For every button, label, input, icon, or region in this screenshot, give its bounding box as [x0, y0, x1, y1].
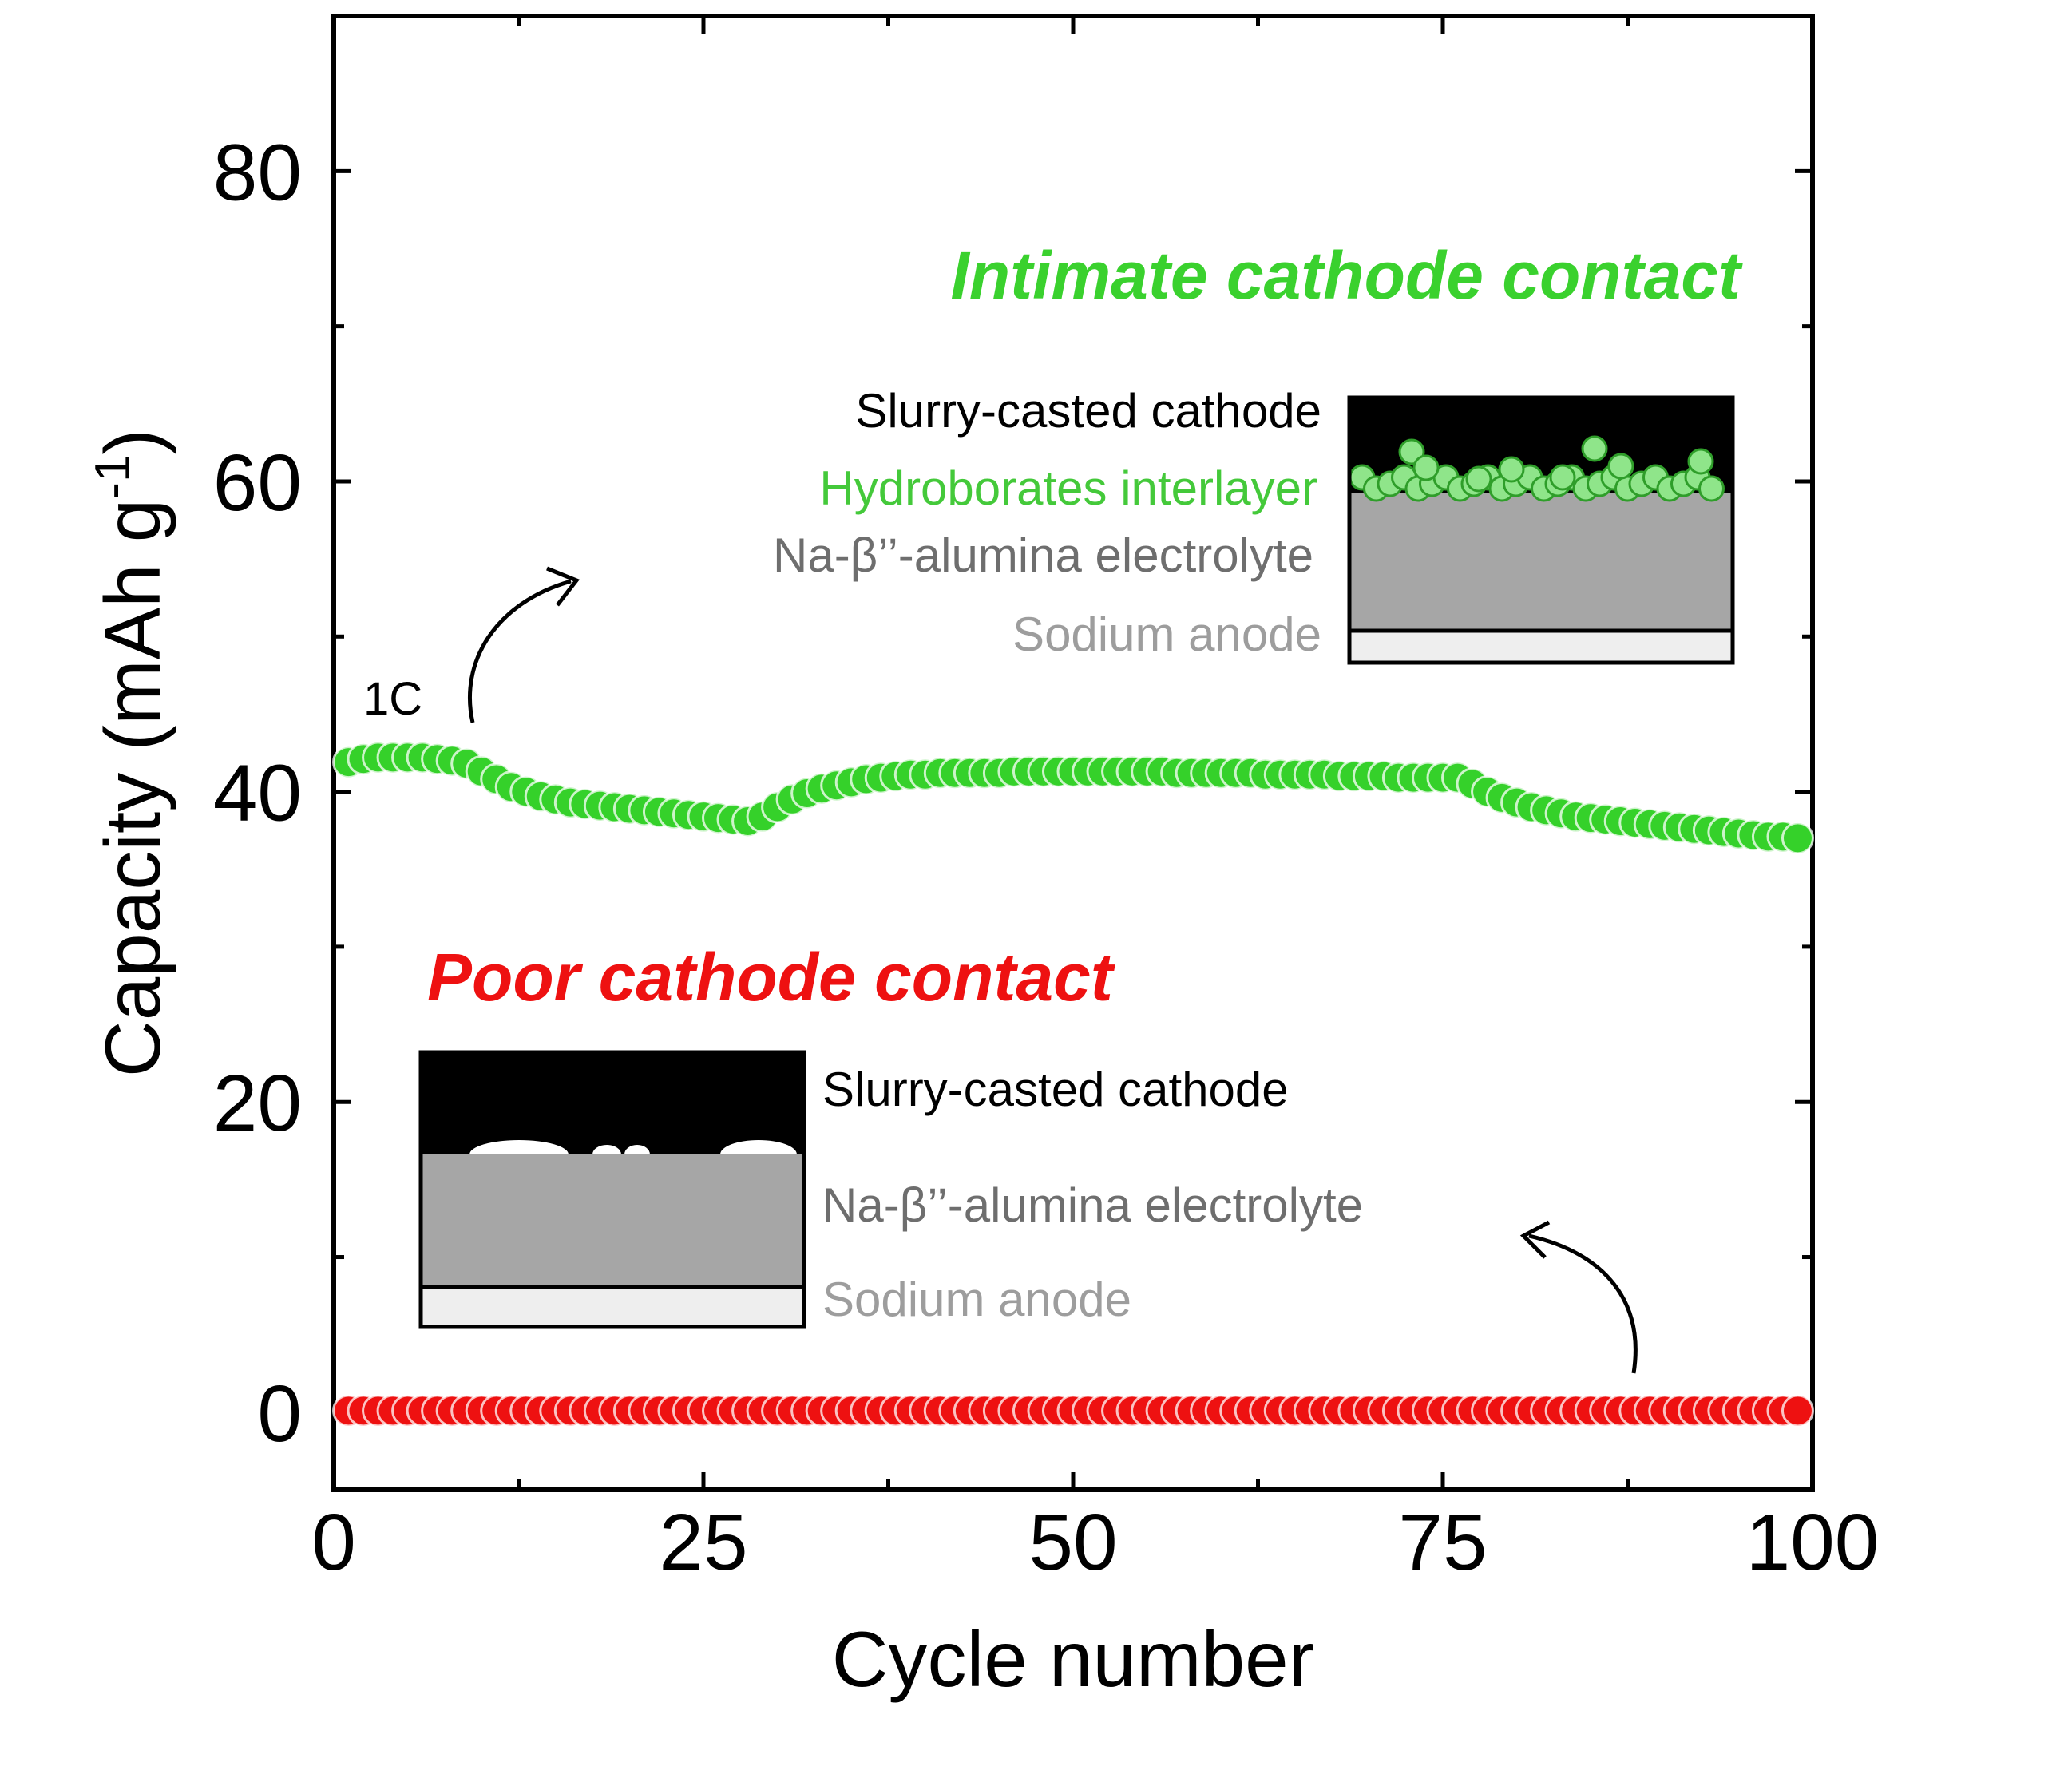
intimate-anode-layer — [1349, 631, 1733, 663]
interlayer-particle — [1465, 465, 1492, 493]
interlayer-particle — [1687, 448, 1714, 475]
x-tick-labels: 0 25 50 75 100 — [311, 1498, 1879, 1587]
arrowhead-poor — [1519, 1220, 1551, 1259]
interlayer-particles — [1349, 435, 1725, 502]
poor-series — [332, 1394, 1814, 1427]
y-tick-label: 20 — [213, 1059, 302, 1148]
axis-ticks — [331, 16, 1815, 1490]
y-axis-title: Capacity (mAh g-1) — [85, 429, 176, 1077]
poor-contact-title: Poor cathode contact — [427, 940, 1115, 1015]
x-tick-label: 100 — [1746, 1498, 1880, 1587]
inset-poor-anode-label: Sodium anode — [822, 1273, 1131, 1326]
x-tick-label: 50 — [1028, 1498, 1117, 1587]
intimate-electrolyte-layer — [1349, 493, 1733, 631]
intimate-contact-title: Intimate cathode contact — [950, 238, 1743, 313]
arrow-to-poor-inset — [1528, 1233, 1638, 1374]
intimate-data-point — [1781, 822, 1814, 855]
y-tick-label: 0 — [257, 1369, 302, 1459]
inset-intimate-anode-label: Sodium anode — [1012, 608, 1321, 661]
x-tick-label: 0 — [311, 1498, 356, 1587]
x-tick-label: 75 — [1398, 1498, 1487, 1587]
arrowhead-intimate — [546, 566, 580, 607]
interlayer-particle — [1549, 464, 1576, 491]
inset-intimate-interlayer-label: Hydroborates interlayer — [819, 461, 1317, 515]
poor-cell-schematic — [418, 1050, 806, 1329]
poor-inset-border — [418, 1050, 806, 1329]
arrow-to-intimate-inset — [468, 579, 572, 723]
rate-label: 1C — [363, 673, 422, 725]
interlayer-particle — [1581, 435, 1608, 462]
poor-anode-layer — [421, 1287, 804, 1327]
y-tick-label: 80 — [213, 128, 302, 217]
poor-electrolyte-layer — [421, 1154, 804, 1287]
poor-data-point — [1781, 1394, 1814, 1427]
inset-poor-cathode-label: Slurry-casted cathode — [822, 1063, 1289, 1116]
intimate-series — [332, 741, 1814, 855]
x-axis-title: Cycle number — [832, 1615, 1315, 1703]
poor-cathode-layer — [421, 1052, 804, 1154]
interlayer-particle — [1607, 453, 1634, 480]
inset-intimate-electrolyte-label: Na-β’’-alumina electrolyte — [773, 529, 1313, 582]
x-tick-label: 25 — [659, 1498, 747, 1587]
intimate-cell-schematic — [1347, 395, 1735, 665]
interlayer-particle — [1498, 456, 1525, 483]
inset-intimate-cathode-label: Slurry-casted cathode — [855, 384, 1321, 438]
intimate-inset-border — [1347, 395, 1735, 665]
interlayer-particle — [1698, 475, 1725, 502]
y-tick-label: 40 — [213, 749, 302, 838]
y-tick-label: 60 — [213, 438, 302, 528]
y-tick-labels: 0 20 40 60 80 — [213, 128, 302, 1459]
data-series — [332, 741, 1814, 1427]
interlayer-particle — [1412, 454, 1440, 481]
inset-poor-electrolyte-label: Na-β’’-alumina electrolyte — [822, 1178, 1363, 1232]
